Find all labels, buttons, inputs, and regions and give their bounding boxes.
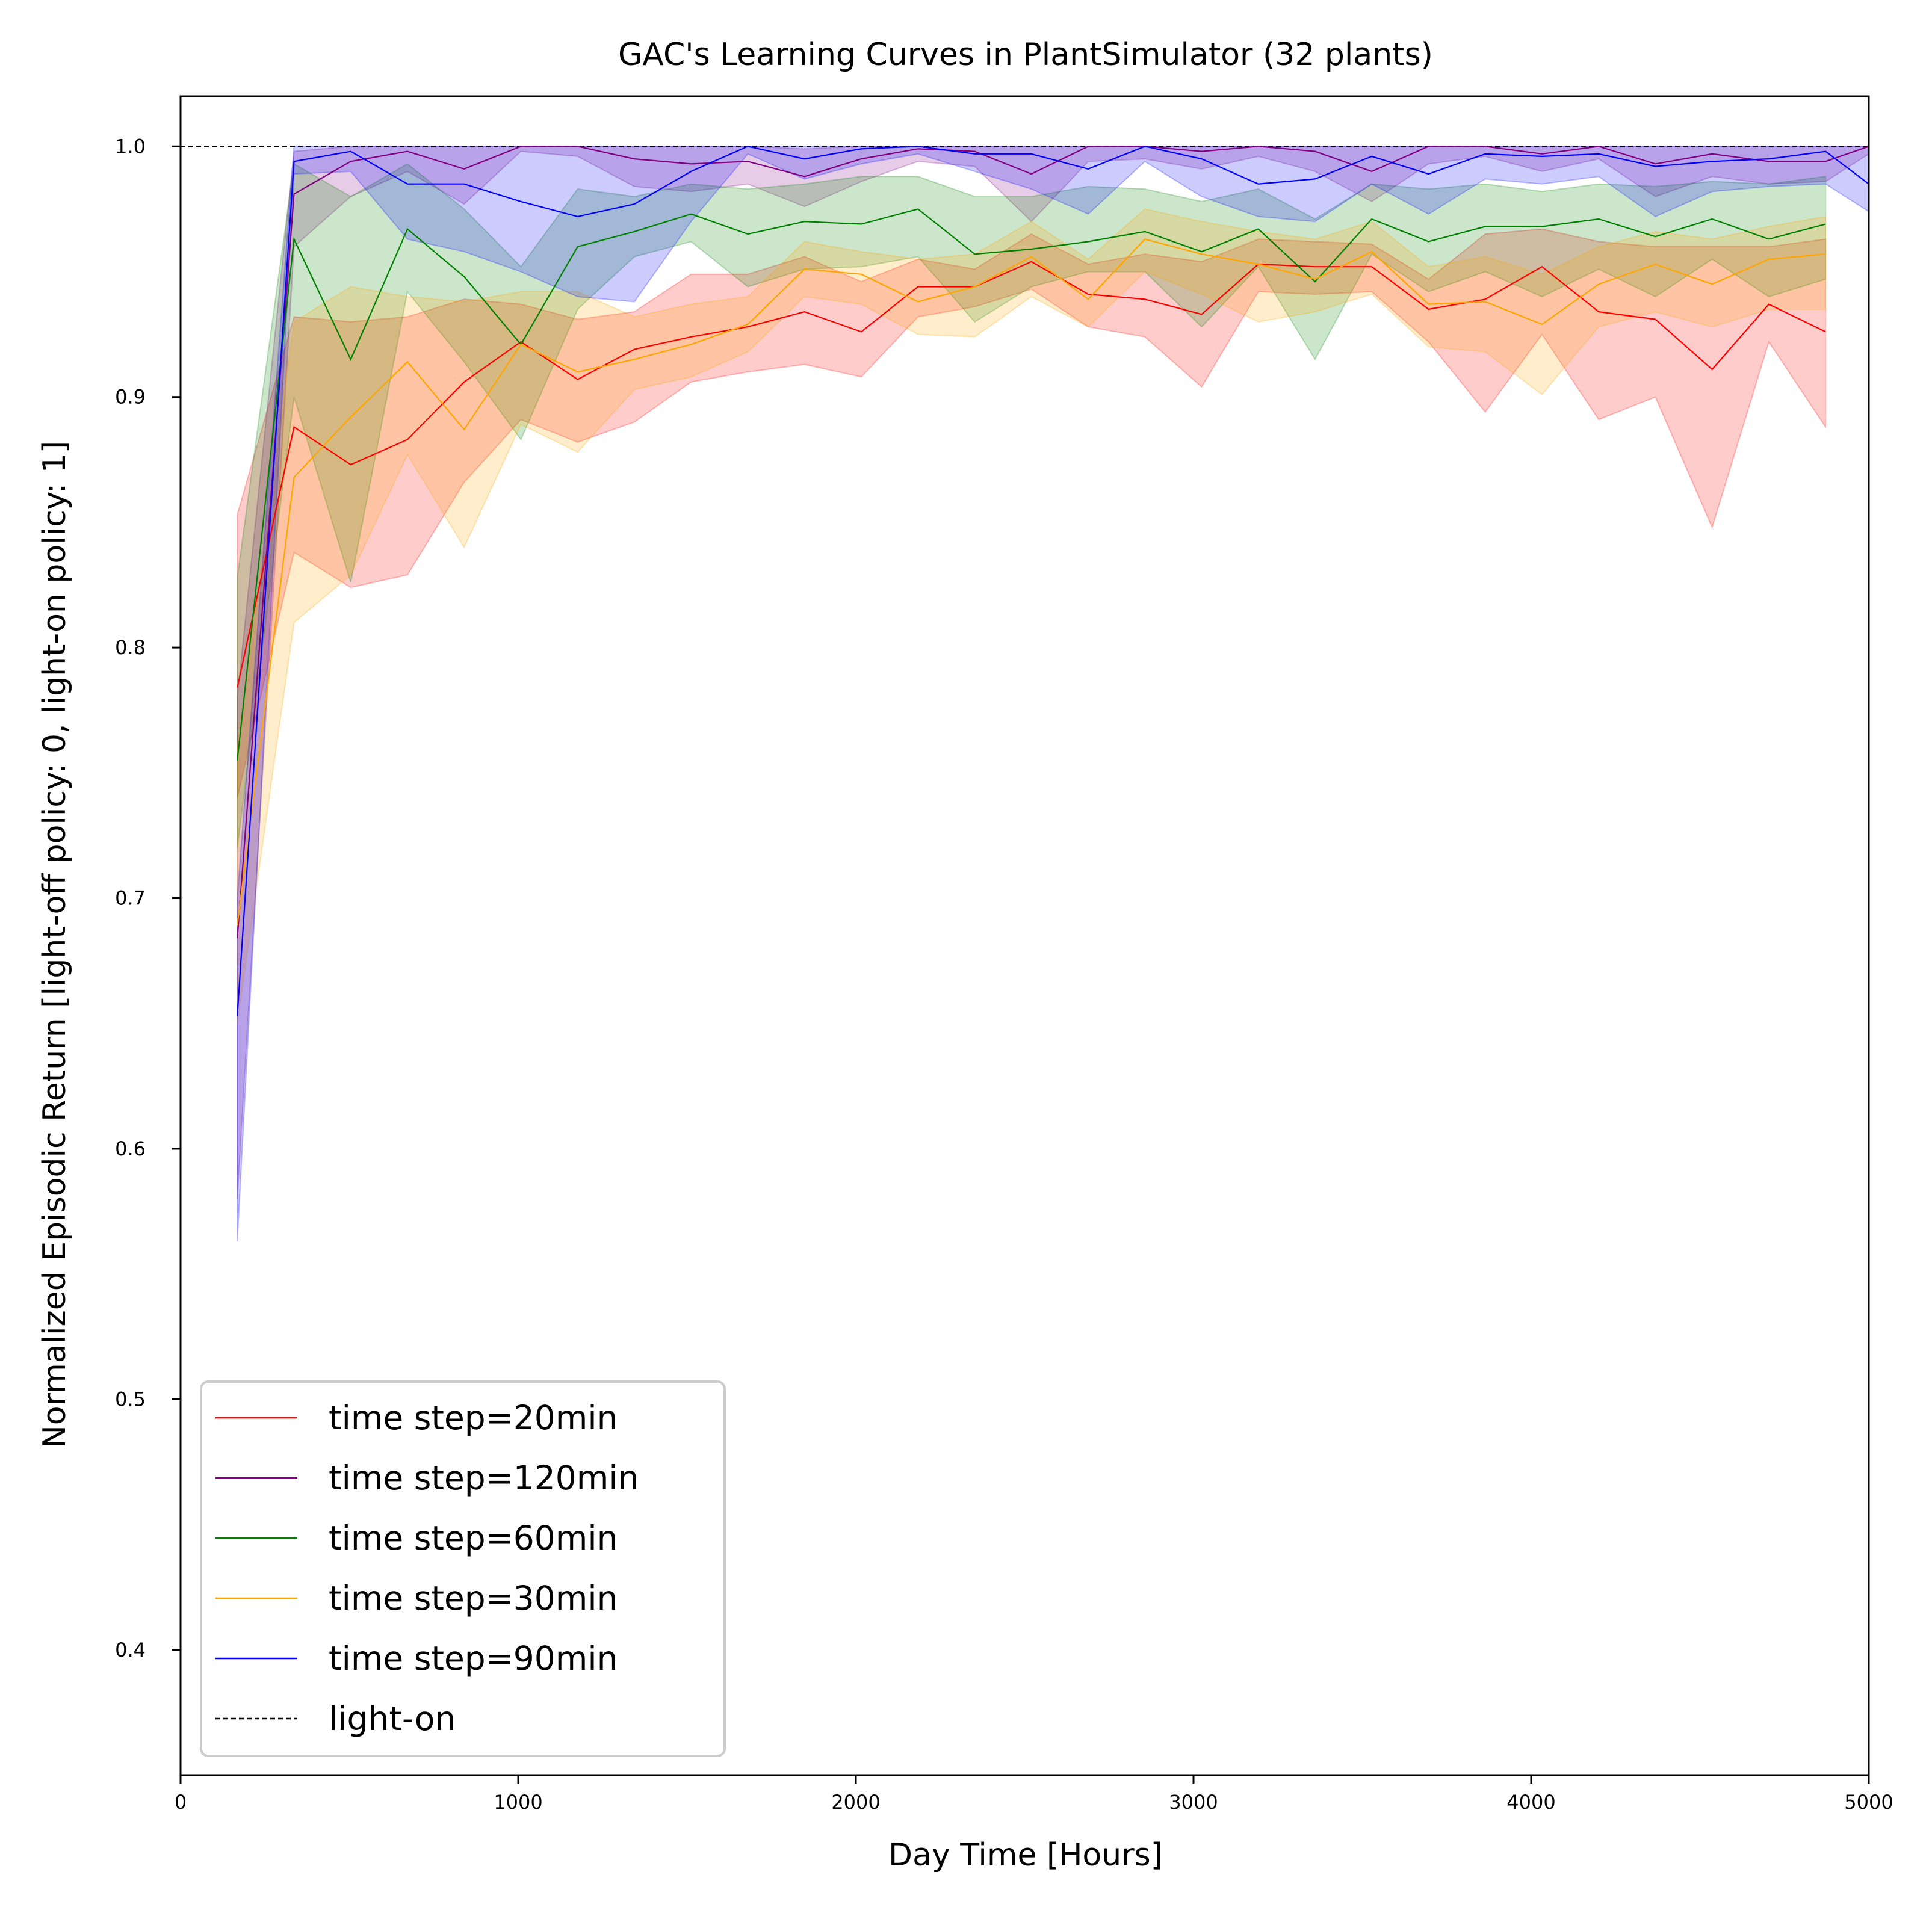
legend-label-time-step-120min: time step=120min (329, 1459, 639, 1497)
line-time-step-60min (237, 208, 1826, 761)
y-tick-label: 0.6 (115, 1137, 146, 1160)
line-time-step-20min (237, 261, 1826, 688)
x-axis-ticks: 0 1000 2000 3000 4000 5000 (175, 1775, 1893, 1814)
legend-label-time-step-60min: time step=60min (329, 1519, 618, 1557)
chart-title: GAC's Learning Curves in PlantSimulator … (618, 37, 1433, 73)
y-tick-label: 0.5 (115, 1388, 146, 1411)
legend-label-time-step-20min: time step=20min (329, 1398, 618, 1437)
legend-label-light-on: light-on (329, 1699, 456, 1738)
y-tick-label: 1.0 (115, 135, 146, 158)
line-time-step-120min (237, 146, 1869, 939)
x-tick-label: 1000 (494, 1791, 542, 1814)
band-time-step-60min (237, 162, 1827, 848)
confidence-bands (237, 146, 1869, 1242)
x-tick-label: 0 (175, 1791, 187, 1814)
line-time-step-30min (237, 238, 1826, 926)
line-time-step-90min (237, 146, 1869, 1016)
series-lines (237, 146, 1869, 1016)
y-tick-label: 0.7 (115, 887, 146, 910)
plot-frame (179, 95, 1870, 1776)
legend-label-time-step-90min: time step=90min (329, 1639, 618, 1678)
x-tick-label: 4000 (1506, 1791, 1555, 1814)
y-axis-label: Normalized Episodic Return [light-off po… (37, 441, 73, 1448)
legend-label-time-step-30min: time step=30min (329, 1579, 618, 1618)
y-tick-label: 0.9 (115, 386, 146, 409)
y-axis-ticks: 0.4 0.5 0.6 0.7 0.8 0.9 1.0 (115, 135, 181, 1661)
y-tick-label: 0.8 (115, 636, 146, 659)
x-tick-label: 3000 (1169, 1791, 1218, 1814)
legend-box (200, 1380, 726, 1757)
x-tick-label: 2000 (831, 1791, 880, 1814)
x-axis-label: Day Time [Hours] (888, 1837, 1163, 1873)
band-time-step-30min (237, 208, 1827, 1024)
legend: time step=20min time step=120min time step… (200, 1380, 726, 1757)
x-tick-label: 5000 (1844, 1791, 1893, 1814)
y-tick-label: 0.4 (115, 1639, 146, 1661)
band-time-step-20min (237, 228, 1827, 799)
